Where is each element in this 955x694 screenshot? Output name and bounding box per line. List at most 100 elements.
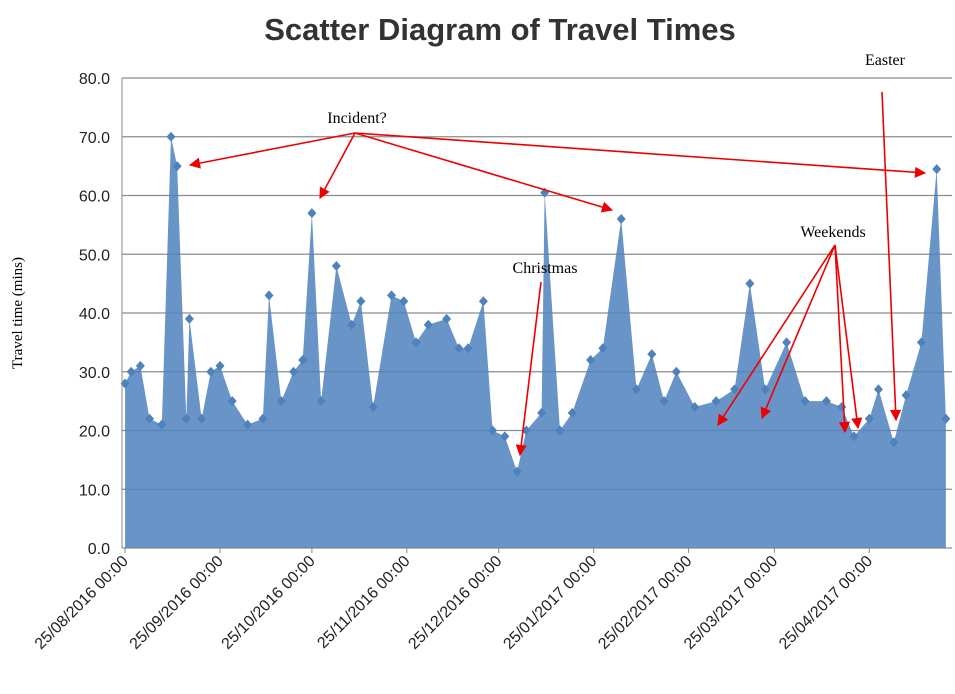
point [782, 337, 792, 348]
point [932, 164, 942, 175]
x-tick-label: 25/04/2017 00:00 [776, 553, 876, 653]
point [120, 378, 130, 389]
point [671, 366, 681, 377]
point [276, 396, 286, 407]
annotation: Easter [865, 52, 906, 69]
x-tick-label: 25/08/2016 00:00 [32, 553, 132, 653]
point [463, 343, 473, 354]
data-area [125, 136, 946, 548]
point [387, 290, 397, 301]
point [135, 360, 145, 371]
point [598, 343, 608, 354]
annotation: Weekends [800, 224, 865, 241]
point [567, 407, 577, 418]
point [512, 466, 522, 477]
point [711, 396, 721, 407]
point [454, 343, 464, 354]
point [586, 355, 596, 365]
x-tick-label: 25/10/2016 00:00 [219, 553, 319, 653]
point [347, 319, 357, 330]
x-tick-label: 25/11/2016 00:00 [314, 553, 413, 652]
arrow [515, 281, 542, 457]
point [172, 161, 182, 172]
x-tick-label: 25/02/2017 00:00 [595, 553, 695, 653]
annotation: Christmas [513, 260, 578, 277]
point [941, 413, 951, 424]
point [126, 366, 136, 377]
point [478, 296, 488, 307]
y-axis-label: Travel time (mins) [10, 257, 26, 369]
point [298, 355, 308, 365]
point [411, 337, 421, 348]
point [690, 402, 700, 412]
point [745, 278, 755, 289]
point [632, 384, 642, 395]
arrow [760, 244, 836, 420]
point [821, 396, 831, 407]
y-tick-label: 10.0 [79, 482, 110, 499]
y-tick-label: 80.0 [79, 71, 110, 88]
point [659, 396, 669, 407]
plot-area [120, 131, 951, 548]
point [289, 366, 299, 377]
x-tick-label: 25/03/2017 00:00 [681, 553, 781, 653]
point [215, 360, 225, 371]
point [616, 214, 626, 224]
x-tick-label: 25/12/2016 00:00 [405, 553, 505, 653]
y-tick-label: 0.0 [88, 541, 110, 558]
y-tick-label: 60.0 [79, 189, 110, 206]
arrow [188, 132, 356, 169]
point [166, 131, 176, 142]
point [264, 290, 274, 301]
point [356, 296, 366, 307]
point [800, 396, 810, 407]
point [157, 419, 167, 430]
point [760, 384, 770, 395]
point [184, 313, 194, 324]
point [368, 402, 378, 412]
point [145, 413, 155, 424]
point [197, 413, 207, 424]
point [555, 425, 565, 436]
x-tick-label: 25/01/2017 00:00 [500, 553, 600, 653]
arrows [188, 91, 927, 457]
point [206, 366, 216, 377]
y-tick-label: 40.0 [79, 306, 110, 323]
arrow [354, 132, 614, 213]
x-tick-label: 25/09/2016 00:00 [127, 553, 227, 653]
arrow [717, 244, 836, 426]
point [331, 261, 341, 271]
annotation: Incident? [327, 110, 387, 127]
point [864, 413, 874, 424]
arrow [319, 132, 356, 199]
point [537, 407, 547, 418]
point [181, 413, 191, 424]
point [488, 425, 498, 436]
y-tick-label: 50.0 [79, 247, 110, 264]
arrow [834, 244, 851, 434]
arrow [881, 91, 902, 422]
point [916, 337, 926, 348]
point [730, 384, 740, 395]
point [243, 419, 253, 430]
point [307, 208, 317, 219]
chart-title: Scatter Diagram of Travel Times [264, 12, 736, 47]
point [227, 396, 237, 407]
point [647, 349, 657, 360]
point [316, 396, 326, 407]
point [500, 431, 510, 442]
point [901, 390, 911, 401]
y-tick-label: 30.0 [79, 365, 110, 382]
point [442, 313, 452, 324]
y-tick-label: 20.0 [79, 424, 110, 441]
point [849, 431, 859, 442]
arrow [354, 132, 927, 178]
point [423, 319, 433, 330]
y-tick-label: 70.0 [79, 130, 110, 147]
arrow [834, 244, 863, 430]
point [873, 384, 883, 395]
point [889, 437, 899, 448]
point [258, 413, 268, 424]
point [399, 296, 409, 307]
